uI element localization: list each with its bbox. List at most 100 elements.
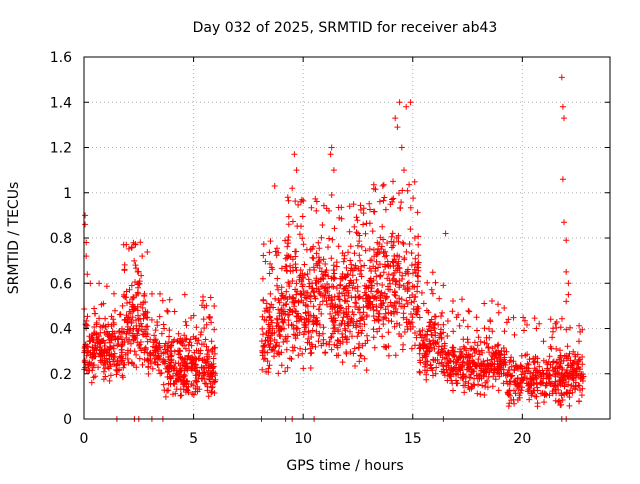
data-point bbox=[470, 368, 477, 375]
data-point bbox=[170, 380, 177, 387]
data-point bbox=[389, 198, 396, 205]
data-point bbox=[406, 241, 413, 247]
data-point bbox=[344, 298, 350, 305]
data-point bbox=[313, 328, 320, 335]
data-point bbox=[133, 322, 140, 329]
data-point bbox=[566, 402, 573, 409]
data-point bbox=[200, 316, 207, 323]
data-point bbox=[96, 339, 103, 346]
data-point bbox=[453, 377, 459, 384]
data-point bbox=[434, 356, 441, 363]
data-point bbox=[144, 309, 151, 316]
data-point bbox=[415, 252, 422, 259]
data-point bbox=[464, 323, 471, 330]
data-point bbox=[430, 324, 437, 331]
data-point bbox=[266, 270, 273, 277]
data-point bbox=[141, 293, 148, 299]
data-point bbox=[114, 358, 121, 365]
data-point bbox=[142, 299, 149, 305]
data-point bbox=[310, 288, 317, 295]
data-point bbox=[423, 376, 430, 383]
data-point bbox=[209, 348, 216, 355]
data-point bbox=[208, 338, 215, 345]
data-point bbox=[412, 293, 419, 300]
data-point bbox=[287, 307, 294, 314]
data-point bbox=[349, 284, 356, 291]
data-point bbox=[81, 358, 88, 365]
data-point bbox=[331, 341, 338, 348]
data-point bbox=[121, 261, 128, 268]
data-point bbox=[300, 331, 307, 338]
data-point bbox=[549, 334, 556, 341]
data-point bbox=[485, 344, 492, 350]
data-point bbox=[181, 332, 188, 339]
data-point bbox=[320, 202, 327, 209]
data-point bbox=[294, 288, 300, 295]
data-point bbox=[561, 115, 567, 122]
data-point bbox=[283, 301, 290, 307]
data-point bbox=[126, 308, 133, 315]
data-point bbox=[130, 326, 137, 332]
data-point bbox=[82, 364, 89, 371]
data-point bbox=[167, 381, 174, 388]
data-point bbox=[81, 345, 88, 352]
data-point bbox=[155, 361, 161, 368]
data-point bbox=[186, 339, 193, 346]
data-point bbox=[361, 262, 368, 269]
data-point bbox=[471, 361, 478, 368]
data-point bbox=[139, 253, 146, 260]
data-point bbox=[325, 295, 332, 301]
data-point bbox=[171, 364, 178, 370]
data-point bbox=[359, 327, 366, 334]
data-point bbox=[456, 322, 463, 329]
data-point bbox=[546, 367, 552, 374]
data-point bbox=[369, 293, 376, 299]
data-point bbox=[358, 267, 365, 274]
data-point bbox=[407, 226, 414, 233]
data-point bbox=[396, 322, 403, 328]
data-point bbox=[283, 288, 290, 295]
data-point bbox=[292, 248, 298, 255]
data-point bbox=[328, 255, 335, 262]
data-point bbox=[565, 353, 572, 360]
data-point bbox=[441, 340, 448, 347]
data-point bbox=[536, 363, 543, 370]
data-point bbox=[313, 314, 320, 321]
data-point bbox=[159, 297, 166, 304]
data-point bbox=[400, 303, 406, 310]
data-point bbox=[176, 376, 182, 383]
data-point bbox=[139, 304, 146, 311]
data-point bbox=[349, 267, 356, 274]
data-point bbox=[134, 268, 141, 275]
data-point bbox=[327, 151, 334, 158]
data-point bbox=[540, 338, 547, 345]
data-point bbox=[316, 306, 323, 313]
data-point bbox=[104, 359, 111, 366]
data-point bbox=[428, 286, 435, 293]
data-point bbox=[260, 252, 267, 259]
data-point bbox=[363, 285, 370, 292]
data-point bbox=[398, 199, 405, 206]
data-point bbox=[556, 397, 563, 404]
data-point bbox=[490, 373, 497, 380]
data-point bbox=[356, 238, 363, 245]
data-point bbox=[446, 364, 452, 371]
data-point bbox=[271, 183, 278, 189]
data-point bbox=[300, 288, 307, 295]
data-point bbox=[552, 371, 558, 378]
data-point bbox=[170, 391, 176, 398]
data-point bbox=[362, 247, 369, 254]
data-point bbox=[135, 290, 142, 297]
data-point bbox=[492, 343, 499, 350]
data-point bbox=[122, 351, 129, 358]
data-point bbox=[337, 281, 344, 288]
data-point bbox=[373, 303, 380, 310]
data-point bbox=[318, 268, 325, 275]
data-point bbox=[322, 261, 329, 267]
data-point bbox=[173, 386, 180, 393]
data-point bbox=[266, 249, 273, 256]
data-point bbox=[287, 268, 294, 275]
data-point bbox=[132, 241, 139, 248]
data-point bbox=[417, 331, 424, 338]
